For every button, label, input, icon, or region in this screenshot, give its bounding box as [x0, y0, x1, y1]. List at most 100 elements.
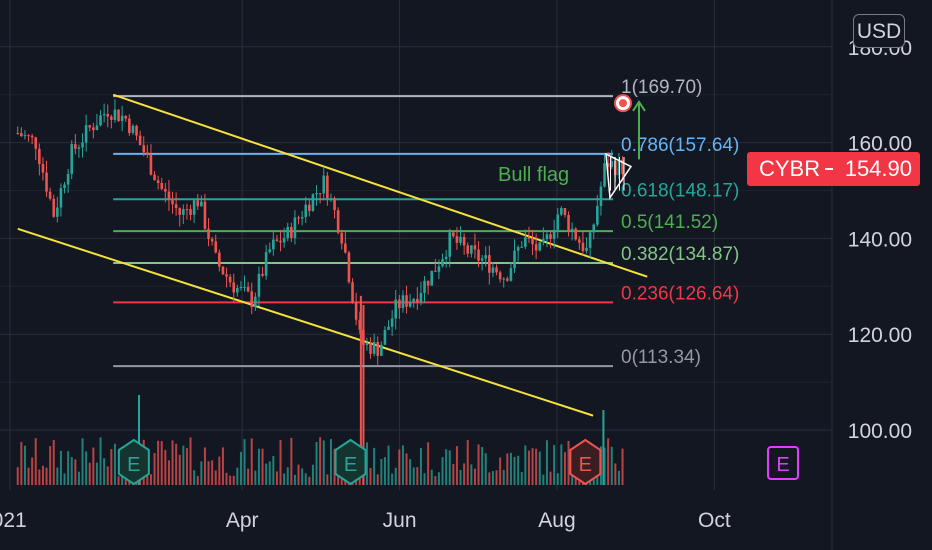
candle-body: [261, 273, 264, 276]
earnings-letter: E: [344, 454, 357, 476]
volume-bar: [254, 470, 257, 485]
bull-flag-pattern[interactable]: [605, 94, 646, 200]
volume-bar: [49, 446, 52, 485]
descending-channel[interactable]: [17, 93, 648, 417]
volume-bar: [376, 474, 379, 485]
earnings-box: [767, 446, 799, 480]
volume-bar: [232, 475, 235, 485]
candle-body: [171, 200, 174, 205]
volume-bar: [477, 444, 480, 485]
candle-body: [63, 184, 66, 189]
volume-bar: [92, 447, 95, 485]
candle-body: [419, 293, 423, 303]
candle-body: [333, 198, 336, 211]
earnings-letter: E: [579, 454, 592, 476]
fibonacci-levels[interactable]: 1(169.70) 0.786(157.64) 0.618(148.17) 0.5(1…: [113, 77, 739, 368]
volume-bar: [182, 445, 185, 485]
candle-body: [520, 246, 524, 248]
volume-bar: [283, 473, 286, 485]
volume-bar: [229, 475, 232, 485]
currency-button[interactable]: USD: [853, 14, 905, 48]
candle-body: [286, 226, 290, 239]
volume-bar: [499, 457, 502, 485]
candle-body: [117, 109, 120, 121]
candle-body: [156, 180, 160, 184]
earnings-badge: [117, 438, 150, 486]
candle-body: [182, 209, 185, 215]
volume-bar: [31, 457, 34, 485]
volume-bar: [520, 472, 523, 485]
volume-bar: [463, 463, 466, 485]
volume-bar: [427, 442, 430, 485]
volume-bar: [268, 461, 271, 485]
candle-body: [95, 125, 99, 131]
volume-bar: [607, 438, 610, 485]
bull-flag-label: Bull flag: [498, 164, 569, 186]
volume-bar: [175, 443, 178, 485]
candle-body: [365, 343, 369, 346]
candle-body: [92, 127, 95, 131]
volume-bar: [535, 448, 538, 485]
candle-body: [153, 174, 156, 181]
volume-bar: [319, 437, 322, 485]
candle-body: [178, 208, 182, 215]
candle-body: [513, 250, 516, 269]
candle-body: [30, 135, 34, 138]
volume-bar: [308, 476, 311, 485]
volume-bar: [203, 447, 206, 485]
x-tick-label: Jun: [383, 509, 417, 532]
fib-label: 0(113.34): [621, 347, 701, 368]
candle-body: [560, 208, 563, 215]
volume-bar: [99, 437, 102, 485]
volume-bar: [434, 476, 437, 485]
candle-body: [120, 115, 124, 121]
volume-bar: [293, 474, 296, 485]
volume-spike: [602, 410, 605, 485]
volume-bar: [189, 437, 192, 485]
volume-bar: [495, 470, 498, 485]
volume-bar: [171, 440, 174, 485]
volume-bar: [617, 470, 620, 485]
channel-lower-line: [17, 227, 594, 417]
candle-body: [318, 193, 322, 195]
volume-bar: [373, 447, 376, 485]
earnings-letter: E: [127, 454, 140, 476]
candle-body: [135, 125, 138, 136]
volume-bar: [38, 469, 41, 485]
candle-body: [549, 234, 552, 239]
volume-bar: [16, 467, 19, 485]
earnings-marker: E: [767, 446, 799, 480]
candle-body: [434, 270, 437, 272]
candle-body: [459, 236, 462, 243]
candle-body: [77, 147, 81, 149]
volume-bar: [596, 469, 599, 485]
candle-body: [326, 175, 329, 199]
candle-body: [52, 198, 56, 217]
candle-body: [185, 209, 189, 211]
earnings-marker: E: [569, 438, 602, 486]
volume-bar: [290, 437, 293, 485]
candle-body: [225, 274, 228, 277]
candle-body: [588, 232, 592, 248]
candle-body: [102, 114, 106, 116]
time-axis[interactable]: 2021 Apr Jun Aug Oct: [0, 509, 731, 532]
volume-bar: [506, 453, 509, 485]
volume-bar: [448, 450, 451, 485]
volume-bar: [27, 467, 30, 485]
volume-bar: [153, 452, 156, 485]
volume-bar: [445, 449, 448, 485]
candle-body: [585, 247, 588, 252]
candle-body: [268, 249, 272, 253]
x-tick-label: Aug: [538, 509, 575, 532]
candle-body: [41, 163, 45, 173]
candle-body: [470, 245, 473, 254]
candle-body: [538, 242, 542, 251]
volume-bar: [178, 454, 181, 485]
candle-body: [480, 258, 484, 261]
candle-body: [527, 237, 531, 239]
x-tick-label: Oct: [698, 509, 731, 532]
candle-body: [574, 228, 578, 240]
